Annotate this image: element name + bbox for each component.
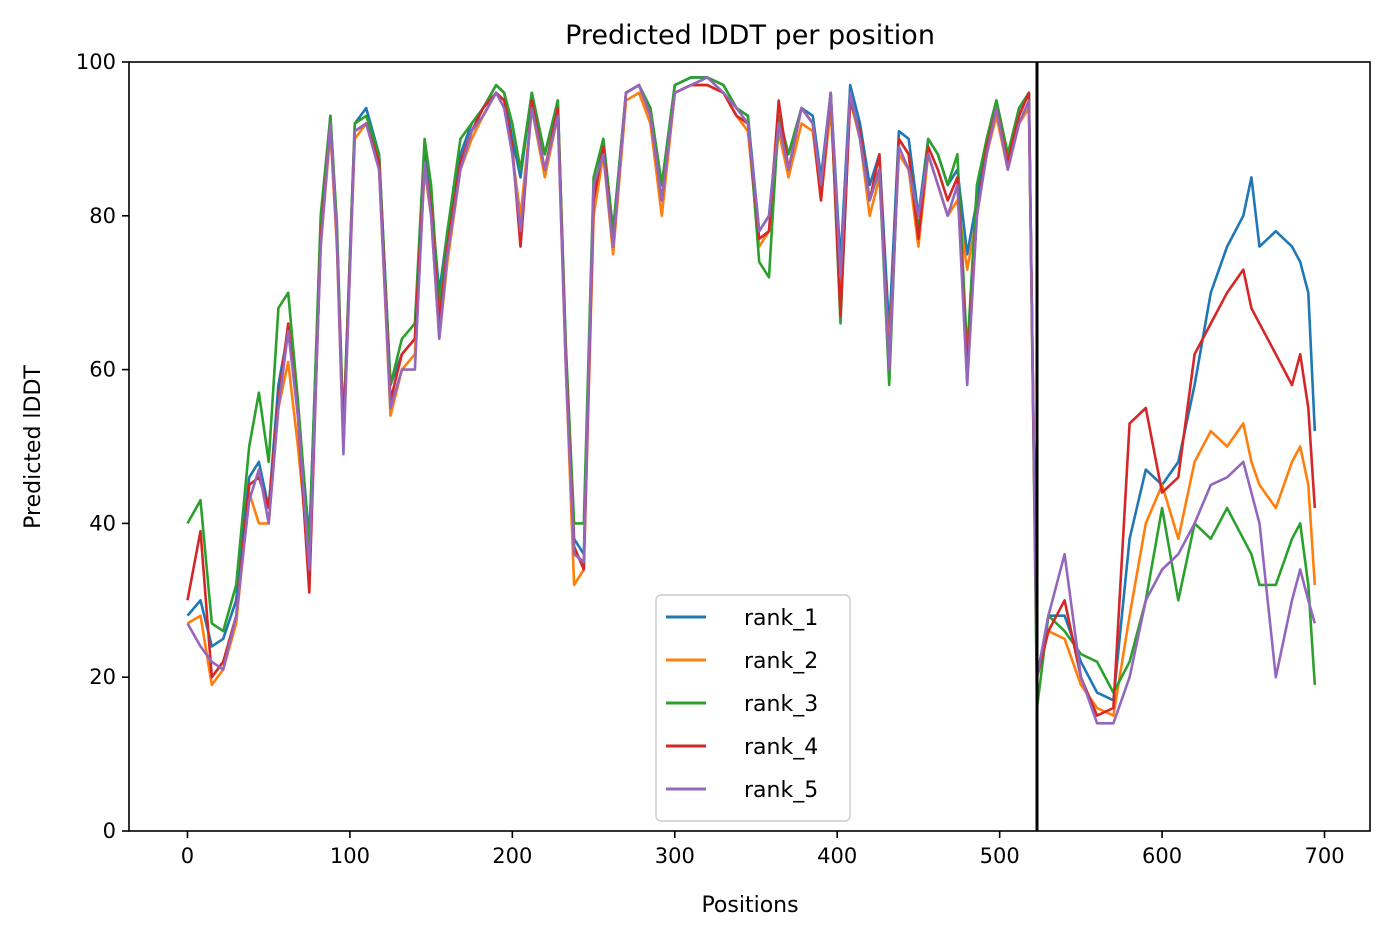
y-tick-label: 80 [89, 204, 116, 228]
legend-label: rank_3 [744, 692, 818, 717]
series-line-rank_5 [186, 76, 1317, 725]
y-tick-label: 40 [89, 511, 116, 535]
x-tick-label: 600 [1142, 844, 1182, 868]
y-tick-label: 0 [103, 819, 116, 843]
chart-title: Predicted lDDT per position [565, 20, 935, 51]
y-tick-label: 60 [89, 358, 116, 382]
y-axis-label: Predicted lDDT [21, 365, 46, 529]
x-tick-label: 300 [655, 844, 695, 868]
legend: rank_1 rank_2 rank_3 rank_4 rank_5 [655, 594, 851, 822]
x-tick-label: 100 [330, 844, 370, 868]
y-tick-label: 100 [76, 50, 116, 74]
legend-box [655, 594, 851, 822]
legend-label: rank_1 [744, 606, 818, 631]
x-tick-label: 500 [980, 844, 1020, 868]
plot-frame [128, 61, 1371, 832]
axes-layer: 0 100 200 300 400 500 600 700 0 20 40 60 80 100 [76, 50, 1371, 868]
x-tick-label: 400 [817, 844, 857, 868]
y-tick-label: 20 [89, 665, 116, 689]
legend-label: rank_2 [744, 649, 818, 674]
x-tick-label: 700 [1304, 844, 1344, 868]
series-layer [186, 76, 1317, 725]
x-tick-label: 0 [181, 844, 194, 868]
legend-label: rank_4 [744, 735, 818, 760]
x-axis-label: Positions [701, 893, 798, 918]
legend-label: rank_5 [744, 778, 818, 803]
x-tick-label: 200 [492, 844, 532, 868]
